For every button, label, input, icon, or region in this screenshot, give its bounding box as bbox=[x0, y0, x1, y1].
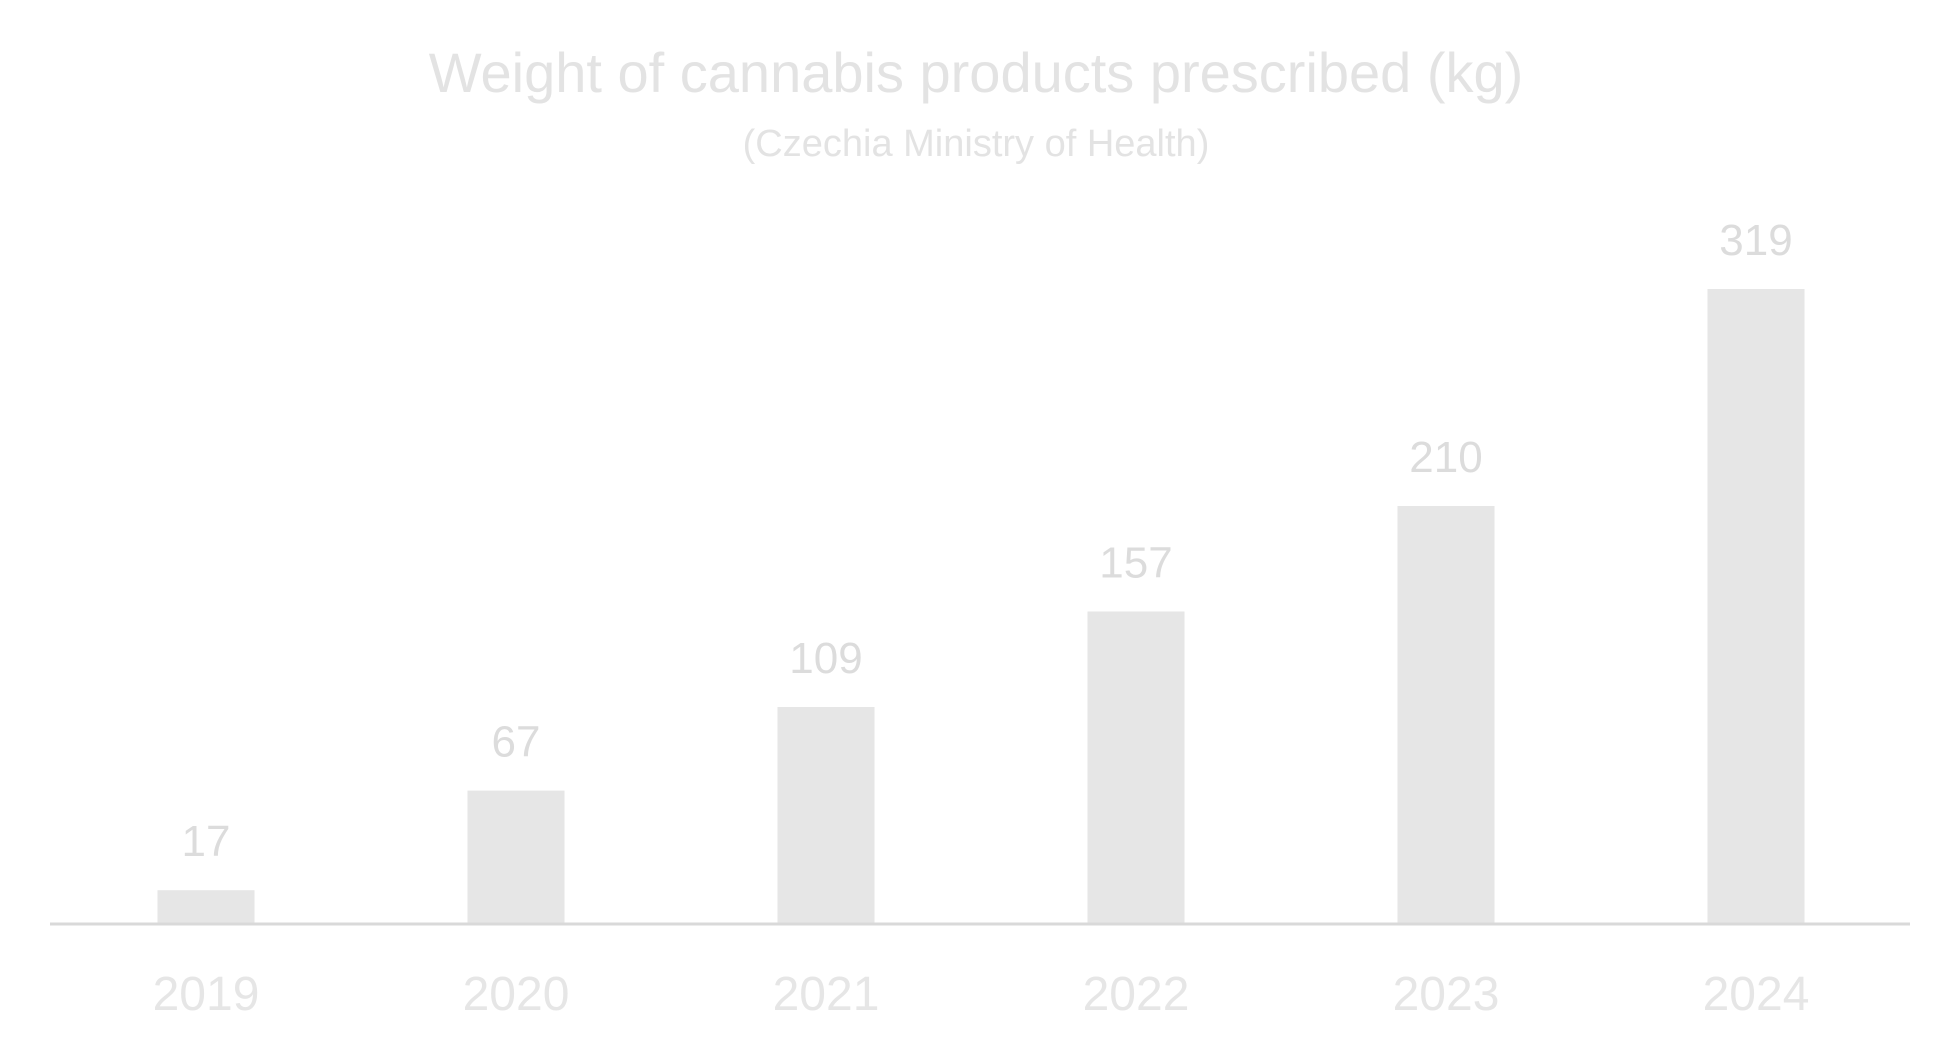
bar-2022 bbox=[1087, 611, 1185, 924]
data-labels-group: 17 67 109 157 210 319 bbox=[182, 216, 1793, 866]
x-tick-label-2023: 2023 bbox=[1393, 968, 1500, 1021]
bar-2020 bbox=[467, 790, 565, 924]
x-axis-tick-labels: 2019 2020 2021 2022 2023 2024 bbox=[153, 968, 1810, 1021]
bars-group bbox=[157, 289, 1805, 924]
chart-title: Weight of cannabis products prescribed (… bbox=[429, 41, 1524, 104]
data-label-2024: 319 bbox=[1719, 216, 1792, 265]
bar-2024 bbox=[1707, 289, 1805, 924]
bar-2023 bbox=[1397, 506, 1495, 924]
data-label-2020: 67 bbox=[492, 718, 541, 767]
data-label-2019: 17 bbox=[182, 817, 231, 866]
x-tick-label-2020: 2020 bbox=[463, 968, 570, 1021]
chart-subtitle: (Czechia Ministry of Health) bbox=[743, 123, 1210, 165]
x-tick-label-2019: 2019 bbox=[153, 968, 260, 1021]
x-tick-label-2024: 2024 bbox=[1703, 968, 1810, 1021]
data-label-2022: 157 bbox=[1099, 539, 1172, 588]
data-label-2021: 109 bbox=[789, 634, 862, 683]
bar-2021 bbox=[777, 707, 875, 924]
bar-2019 bbox=[157, 890, 255, 924]
x-tick-label-2022: 2022 bbox=[1083, 968, 1190, 1021]
x-tick-label-2021: 2021 bbox=[773, 968, 880, 1021]
data-label-2023: 210 bbox=[1409, 433, 1482, 482]
